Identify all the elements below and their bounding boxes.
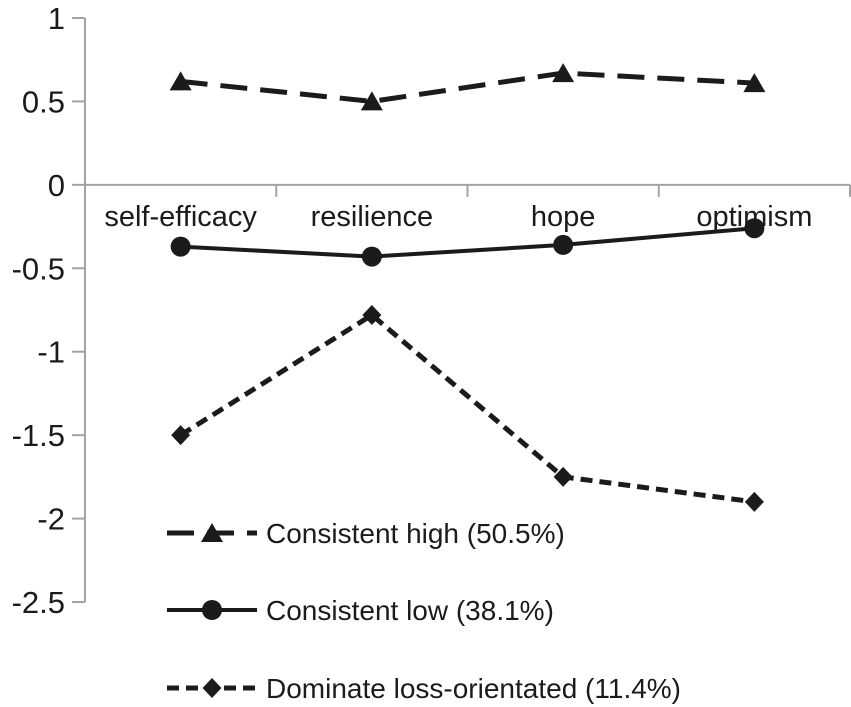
y-tick-label: 1 (48, 1, 65, 36)
marker-diamond (744, 491, 764, 512)
x-category-label: hope (531, 201, 596, 233)
marker-circle (361, 246, 382, 267)
marker-triangle (552, 63, 575, 83)
legend-item-label: Dominate loss-orientated (11.4%) (266, 673, 681, 704)
y-tick-label: 0.5 (22, 84, 65, 119)
marker-circle (170, 236, 191, 257)
series-line (180, 70, 755, 104)
y-tick-label: -1.5 (12, 418, 65, 453)
marker-triangle (201, 523, 223, 542)
marker-circle (744, 218, 765, 239)
marker-diamond (553, 466, 573, 487)
marker-diamond (171, 425, 191, 446)
marker-diamond (362, 305, 382, 326)
y-tick-label: 0 (48, 168, 65, 203)
marker-diamond (202, 678, 222, 698)
marker-triangle (743, 73, 766, 93)
legend-item-label: Consistent low (38.1%) (266, 595, 554, 626)
series-line (180, 226, 755, 259)
marker-triangle (360, 91, 383, 111)
x-category-label: self-efficacy (104, 201, 257, 233)
y-tick-label: -0.5 (12, 251, 65, 286)
legend-item-label: Consistent high (50.5%) (266, 518, 565, 549)
marker-circle (553, 234, 574, 255)
series-line (179, 311, 755, 505)
y-tick-label: -2 (37, 502, 65, 537)
marker-triangle (169, 71, 192, 91)
y-tick-label: -2.5 (12, 585, 65, 620)
y-tick-label: -1 (37, 335, 65, 370)
x-category-label: resilience (311, 201, 434, 233)
marker-circle (202, 600, 222, 620)
